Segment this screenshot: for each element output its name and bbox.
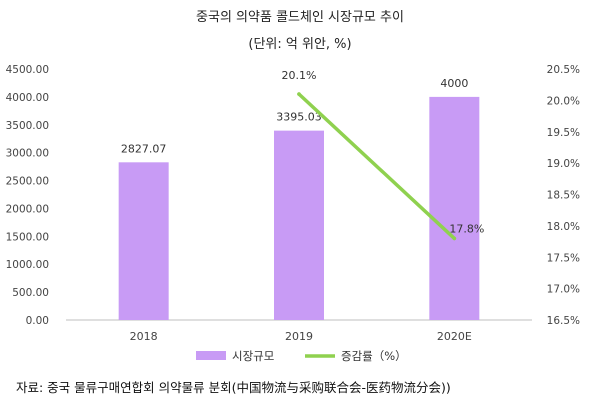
line-value-label: 17.8% xyxy=(449,222,484,235)
chart-subtitle: (단위: 억 위안, %) xyxy=(248,37,352,52)
x-tick-label: 2019 xyxy=(285,330,313,343)
y-right-tick-label: 16.5% xyxy=(547,315,580,327)
y-left-tick-label: 2000.00 xyxy=(6,203,49,215)
legend-label-line: 증감률（%） xyxy=(341,349,407,363)
bar-value-label: 4000 xyxy=(440,77,468,90)
chart-title: 중국의 의약품 콜드체인 시장규모 추이 xyxy=(196,10,404,25)
bar-2020E xyxy=(429,96,480,320)
y-left-tick-label: 3000.00 xyxy=(6,148,49,160)
y-left-tick-label: 4500.00 xyxy=(6,64,49,76)
y-right-tick-label: 17.0% xyxy=(547,284,580,296)
growth-rate-point xyxy=(452,236,457,241)
chart: 0.00 500.00 1000.00 1500.00 2000.00 2500.00 30… xyxy=(6,64,580,363)
x-tick-label: 2020E xyxy=(437,330,472,343)
y-right-tick-label: 19.5% xyxy=(547,127,580,139)
bar-2019 xyxy=(274,130,324,320)
y-left-tick-label: 1500.00 xyxy=(6,231,49,243)
line-value-label: 20.1% xyxy=(282,69,317,82)
y-right-tick-label: 18.0% xyxy=(547,221,580,233)
bar-value-label: 2827.07 xyxy=(121,142,167,155)
growth-rate-line xyxy=(297,92,457,241)
y-right-tick-label: 20.5% xyxy=(547,64,580,76)
y-left-tick-label: 1000.00 xyxy=(6,259,49,271)
bar-value-label: 3395.03 xyxy=(276,111,322,124)
y-left-tick-label: 4000.00 xyxy=(6,92,49,104)
y-left-tick-label: 3500.00 xyxy=(6,120,49,132)
y-right-tick-label: 17.5% xyxy=(547,252,580,264)
legend-label-bar: 시장규모 xyxy=(232,349,274,363)
growth-rate-point xyxy=(297,92,301,96)
y-left-tick-label: 500.00 xyxy=(12,287,49,299)
y-right-tick-label: 18.5% xyxy=(547,190,580,202)
x-tick-label: 2018 xyxy=(130,330,158,343)
bar-2018 xyxy=(118,162,169,320)
legend-swatch-bar xyxy=(196,351,226,360)
source-note: 자료: 중국 물류구매연합회 의약물류 분회(中国物流与采购联合会-医药物流分会… xyxy=(16,380,451,395)
y-right-tick-label: 20.0% xyxy=(547,95,580,107)
y-right-tick-label: 19.0% xyxy=(547,158,580,170)
y-left-tick-label: 0.00 xyxy=(26,315,49,327)
y-left-tick-label: 2500.00 xyxy=(6,176,49,188)
